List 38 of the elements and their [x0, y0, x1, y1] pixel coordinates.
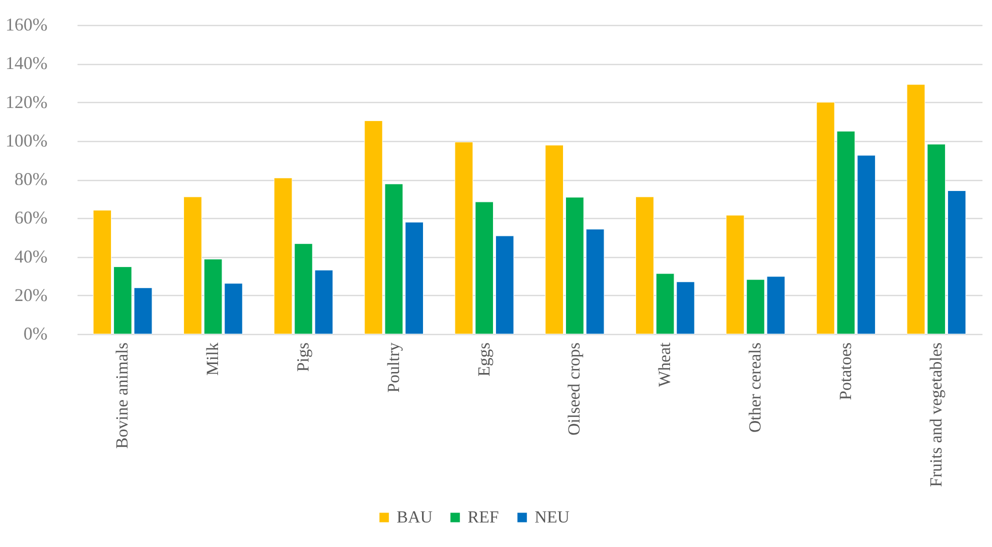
- x-tick-label: Milk: [203, 342, 222, 376]
- legend-label: REF: [468, 508, 499, 527]
- legend-label: BAU: [396, 508, 433, 527]
- bar: [113, 266, 132, 334]
- bar: [495, 236, 514, 334]
- bar: [134, 288, 152, 334]
- bar: [857, 155, 876, 334]
- y-tick-label: 160%: [6, 14, 48, 34]
- bar: [93, 210, 112, 334]
- y-tick-label: 20%: [14, 284, 48, 305]
- x-tick-label: Pigs: [293, 342, 312, 372]
- y-tick-label: 100%: [6, 130, 48, 150]
- y-tick-label: 120%: [6, 92, 48, 112]
- legend-label: NEU: [534, 508, 570, 527]
- bar: [586, 228, 604, 334]
- bar: [545, 144, 564, 334]
- y-tick-label: 60%: [14, 208, 48, 228]
- x-tick-label: Other cereals: [746, 342, 765, 433]
- bar: [183, 196, 202, 334]
- x-tick-label: Fruits and vegetables: [926, 342, 946, 487]
- bar: [565, 197, 584, 334]
- x-tick-label: Wheat: [655, 342, 674, 387]
- bar: [948, 190, 966, 334]
- y-tick-label: 80%: [14, 169, 48, 189]
- y-tick-label: 40%: [14, 246, 48, 266]
- x-tick-label: Eggs: [474, 342, 494, 376]
- x-tick-label: Potatoes: [836, 342, 855, 400]
- x-tick-label: Poultry: [384, 342, 403, 393]
- bar: [927, 144, 946, 334]
- bar: [635, 196, 654, 334]
- x-tick-label: Bovine animals: [112, 342, 132, 449]
- bar: [405, 222, 424, 334]
- bar: [475, 202, 494, 334]
- y-tick-label: 0%: [24, 324, 48, 344]
- x-tick-label: Oilseed crops: [564, 342, 584, 436]
- y-tick-label: 140%: [6, 53, 48, 74]
- bar: [454, 142, 474, 334]
- bar: [906, 84, 926, 334]
